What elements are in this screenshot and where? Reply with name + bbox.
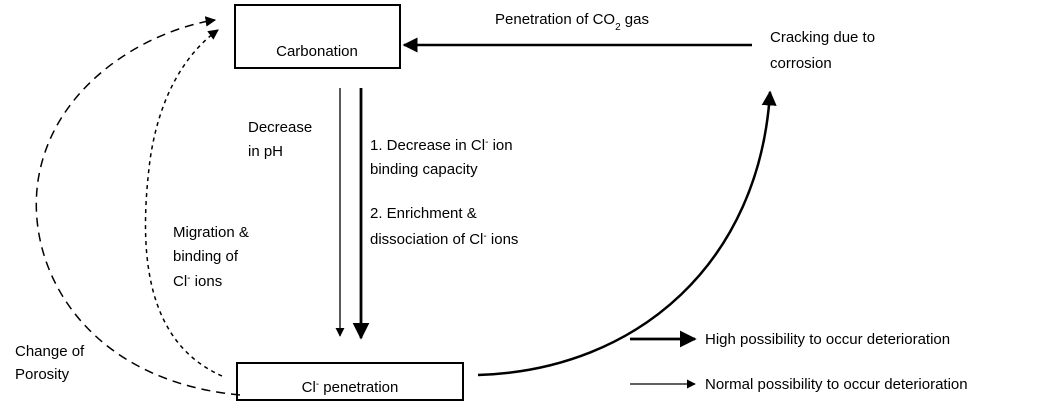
migration-arrow xyxy=(144,29,223,377)
carbonation-box xyxy=(234,4,401,69)
node-label: corrosion xyxy=(770,55,832,72)
text-part: 1. Decrease in Cl xyxy=(370,137,485,154)
crack-arrow xyxy=(477,90,777,377)
edge-label: binding capacity xyxy=(370,161,478,178)
node-label: Carbonation xyxy=(276,43,358,60)
text-part: Change of xyxy=(15,343,85,360)
text-part: 2 xyxy=(615,22,621,33)
edge-label: Migration & xyxy=(173,224,249,241)
edge-label: 1. Decrease in Cl- ion xyxy=(370,137,513,155)
node-label: Cracking due to xyxy=(770,29,875,46)
porosity-arrow xyxy=(35,16,241,396)
edge-label: Cl- ions xyxy=(173,273,222,291)
legend-label: Normal possibility to occur deterioratio… xyxy=(705,376,968,393)
text-part: ions xyxy=(191,273,223,290)
text-part: in pH xyxy=(248,143,283,160)
node-label: Cl- penetration xyxy=(302,379,399,397)
text-part: ions xyxy=(487,231,519,248)
text-part: binding of xyxy=(173,248,239,265)
text-part: Cl xyxy=(173,273,187,290)
text-part: Decrease xyxy=(248,119,312,136)
text-part: gas xyxy=(621,11,649,28)
edge-label: 2. Enrichment & xyxy=(370,205,477,222)
text-part: - xyxy=(316,379,319,390)
text-part: - xyxy=(485,137,488,148)
edge-label: binding of xyxy=(173,248,239,265)
text-part: Carbonation xyxy=(276,43,358,60)
text-part: penetration xyxy=(319,379,398,396)
text-part: Migration & xyxy=(173,224,249,241)
text-part: Penetration of CO xyxy=(495,11,615,28)
edge-label: in pH xyxy=(248,143,283,160)
text-part: - xyxy=(187,273,190,284)
edge-label: Penetration of CO2 gas xyxy=(495,11,649,33)
text-part: Cl xyxy=(302,379,316,396)
text-part: 2. Enrichment & xyxy=(370,205,477,222)
text-part: ion xyxy=(488,137,512,154)
edge-label: dissociation of Cl- ions xyxy=(370,231,518,249)
edge-label: Change of xyxy=(15,343,85,360)
edge-label: Decrease xyxy=(248,119,312,136)
text-part: - xyxy=(483,231,486,242)
text-part: Porosity xyxy=(15,366,70,383)
text-part: binding capacity xyxy=(370,161,478,178)
cl-box xyxy=(236,362,464,401)
legend-label: High possibility to occur deterioration xyxy=(705,331,950,348)
text-part: dissociation of Cl xyxy=(370,231,483,248)
edge-label: Porosity xyxy=(15,366,70,383)
